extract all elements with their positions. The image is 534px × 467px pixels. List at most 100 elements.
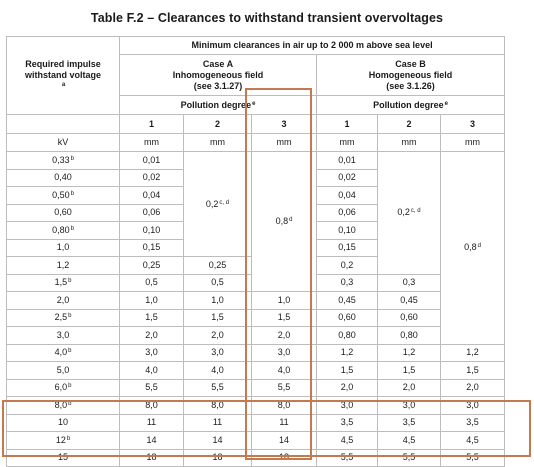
clearance-cell-a1: 11 [119,413,184,432]
clearance-cell-a1: 0,01 [119,151,184,170]
table-row: 4,0b 3,0 3,0 3,0 1,2 1,2 1,2 [6,343,506,362]
degree-a-1: 1 [119,114,184,134]
pollution-degree-b: Pollution degreee [315,95,506,115]
voltage-cell: 4,0b [6,343,120,362]
unit-mm: mm [119,133,184,152]
clearance-cell-b3: 2,0 [439,378,506,397]
clearance-cell-a1: 3,0 [119,343,184,362]
clearance-cell-a3: 11 [251,413,317,432]
table-row: 0,33b 0,01 0,2c, d 0,8d 0,01 0,2c, d 0,8d [6,151,506,345]
table-row: 15 18 18 18 5,5 5,5 5,5 [6,448,506,467]
clearance-cell-a2: 4,0 [183,361,252,380]
clearance-cell-b2: 5,5 [377,448,441,467]
clearance-cell-b2: 3,5 [377,413,441,432]
clearance-cell-a3: 2,0 [251,326,317,345]
voltage-cell: 0,50b [6,186,120,205]
voltage-cell: 0,60 [6,203,120,222]
case-a-header: Case A Inhomogeneous field (see 3.1.27) [119,54,317,96]
table-row: 12b 14 14 14 4,5 4,5 4,5 [6,431,506,450]
merged-cell-a3: 0,8d [251,151,317,292]
voltage-cell: 1,5b [6,273,120,292]
clearance-cell-a2: 0,5 [183,273,252,292]
degree-a-3: 3 [251,114,317,134]
degree-b-1: 1 [316,114,378,134]
clearance-cell-b3: 4,5 [439,431,506,450]
clearance-cell-b1: 5,5 [316,448,378,467]
clearance-cell-a2: 11 [183,413,252,432]
clearance-cell-b1: 3,0 [316,396,378,415]
merged-cell-b2: 0,2c, d [377,151,441,275]
clearance-cell-b2: 0,3 [377,273,441,292]
clearance-cell-a2: 1,5 [183,308,252,327]
required-voltage-header: Required impulse withstand voltage a [6,36,120,115]
clearance-cell-a3: 1,0 [251,291,317,310]
table-row: 0,50b 0,04 0,04 [6,186,505,205]
clearance-cell-a3: 1,5 [251,308,317,327]
table-row: 2,5b 1,5 1,5 1,5 0,60 0,60 [6,308,505,327]
clearance-cell-a1: 4,0 [119,361,184,380]
clearance-cell-a2: 2,0 [183,326,252,345]
table-row: 0,80b 0,10 0,10 [6,221,505,240]
clearance-cell-b1: 1,2 [316,343,378,362]
clearance-cell-b1: 1,5 [316,361,378,380]
voltage-cell: 1,2 [6,256,120,275]
table-row: 2,0 1,0 1,0 1,0 0,45 0,45 [6,291,505,310]
clearance-cell-a1: 1,5 [119,308,184,327]
clearance-cell-b3: 3,5 [439,413,506,432]
clearance-cell-a1: 0,10 [119,221,184,240]
clearance-cell-b2: 1,2 [377,343,441,362]
unit-mm: mm [377,133,441,152]
clearance-cell-a1: 0,5 [119,273,184,292]
clearance-cell-a2: 5,5 [183,378,252,397]
clearance-cell-b1: 0,3 [316,273,378,292]
table-row: 0,40 0,02 0,02 [6,168,505,187]
voltage-cell: 0,33b [6,151,120,170]
min-clearances-header: Minimum clearances in air up to 2 000 m … [118,36,506,55]
clearance-cell-a3: 14 [251,431,317,450]
clearance-cell-b2: 0,60 [377,308,441,327]
voltage-footnote: a [61,82,66,88]
clearance-cell-b3: 5,5 [439,448,506,467]
table-row: 3,0 2,0 2,0 2,0 0,80 0,80 [6,326,505,345]
pollution-degree-a: Pollution degreee [119,95,317,115]
table-row: 5,0 4,0 4,0 4,0 1,5 1,5 1,5 [6,361,506,380]
clearance-cell-a2: 1,0 [183,291,252,310]
unit-kv: kV [6,133,120,152]
clearance-cell-b1: 0,15 [316,238,378,257]
clearance-cell-a1: 8,0 [119,396,184,415]
voltage-cell: 8,0b [6,396,120,415]
table-row: 8,0b 8,0 8,0 8,0 3,0 3,0 3,0 [6,396,506,415]
voltage-cell: 6,0b [6,378,120,397]
clearance-cell-b1: 0,2 [316,256,378,275]
voltage-cell: 5,0 [6,361,120,380]
table-title: Table F.2 – Clearances to withstand tran… [90,11,444,25]
clearance-cell-a1: 0,04 [119,186,184,205]
clearance-cell-a3: 18 [251,448,317,467]
unit-mm: mm [439,133,506,152]
unit-mm: mm [316,133,378,152]
clearance-cell-b1: 0,10 [316,221,378,240]
clearance-cell-b1: 0,01 [316,151,378,170]
table-row: 1,5b 0,5 0,5 0,3 0,3 [6,273,505,292]
clearance-cell-b1: 4,5 [316,431,378,450]
degree-a-2: 2 [183,114,252,134]
clearance-cell-b2: 2,0 [377,378,441,397]
degree-b-2: 2 [377,114,441,134]
clearance-cell-a1: 5,5 [119,378,184,397]
unit-mm: mm [251,133,317,152]
clearance-cell-a1: 0,06 [119,203,184,222]
clearance-cell-a1: 0,02 [119,168,184,187]
clearance-cell-a1: 1,0 [119,291,184,310]
voltage-cell: 0,40 [6,168,120,187]
merged-cell-b3: 0,8d [439,151,506,345]
clearance-cell-a1: 0,15 [119,238,184,257]
unit-mm: mm [183,133,252,152]
voltage-cell: 3,0 [6,326,120,345]
clearance-cell-b3: 3,0 [439,396,506,415]
clearance-cell-b1: 0,45 [316,291,378,310]
clearance-cell-a1: 0,25 [119,256,184,275]
clearance-cell-a2: 8,0 [183,396,252,415]
clearance-table: Required impulse withstand voltage a Mini… [6,36,506,467]
voltage-cell: 2,5b [6,308,120,327]
clearance-cell-b3: 1,5 [439,361,506,380]
